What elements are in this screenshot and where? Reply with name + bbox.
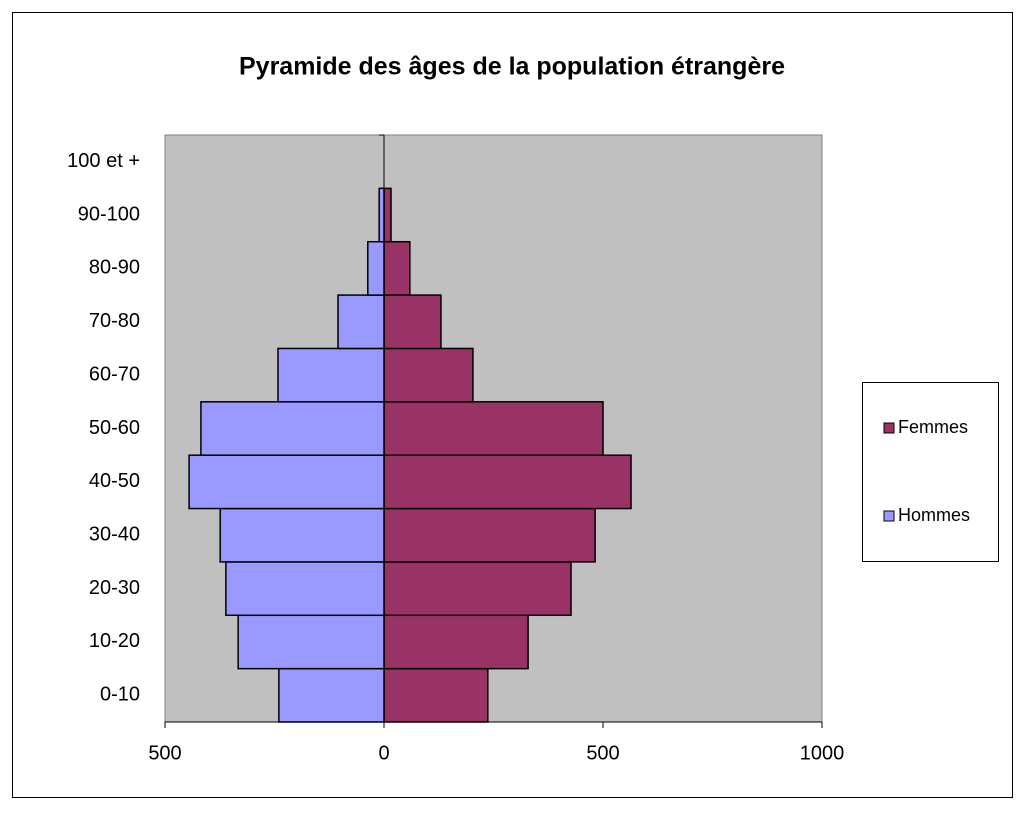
- y-tick-label: 30-40: [89, 524, 140, 546]
- bar: [219, 507, 385, 563]
- y-tick-label: 70-80: [89, 310, 140, 332]
- bar: [367, 240, 385, 296]
- x-tick-label: 500: [586, 742, 619, 764]
- bar: [225, 561, 385, 617]
- x-tick-label: 0: [378, 742, 389, 764]
- bar: [188, 454, 385, 510]
- bar: [383, 401, 604, 456]
- bar: [383, 294, 442, 350]
- y-tick-label: 40-50: [89, 470, 140, 492]
- bar: [383, 187, 392, 243]
- bar: [237, 614, 385, 670]
- y-tick-label: 50-60: [89, 417, 140, 439]
- y-tick-label: 80-90: [89, 257, 140, 279]
- y-tick-label: 10-20: [89, 630, 140, 652]
- legend-label: Femmes: [898, 417, 968, 437]
- bar: [277, 347, 385, 403]
- bar: [200, 401, 385, 456]
- y-tick-label: 90-100: [78, 203, 140, 225]
- bar: [383, 561, 572, 617]
- bar: [337, 294, 385, 350]
- bar: [383, 614, 529, 670]
- bar: [383, 454, 632, 510]
- legend-swatch: [883, 510, 895, 522]
- chart-title: Pyramide des âges de la population étran…: [239, 53, 785, 81]
- bar: [383, 667, 489, 723]
- y-tick-label: 60-70: [89, 363, 140, 385]
- x-tick-label: 1000: [800, 742, 845, 764]
- y-tick-label: 100 et +: [67, 150, 140, 172]
- legend-label: Hommes: [898, 505, 970, 525]
- y-tick-label: 0-10: [100, 684, 140, 706]
- x-tick-label: 500: [148, 742, 181, 764]
- bar: [278, 667, 385, 723]
- bar: [383, 507, 596, 563]
- bar: [378, 187, 385, 243]
- y-tick-label: 20-30: [89, 577, 140, 599]
- bar: [383, 240, 411, 296]
- legend-swatch: [883, 422, 895, 434]
- bar: [383, 347, 474, 403]
- legend-box: [862, 382, 999, 562]
